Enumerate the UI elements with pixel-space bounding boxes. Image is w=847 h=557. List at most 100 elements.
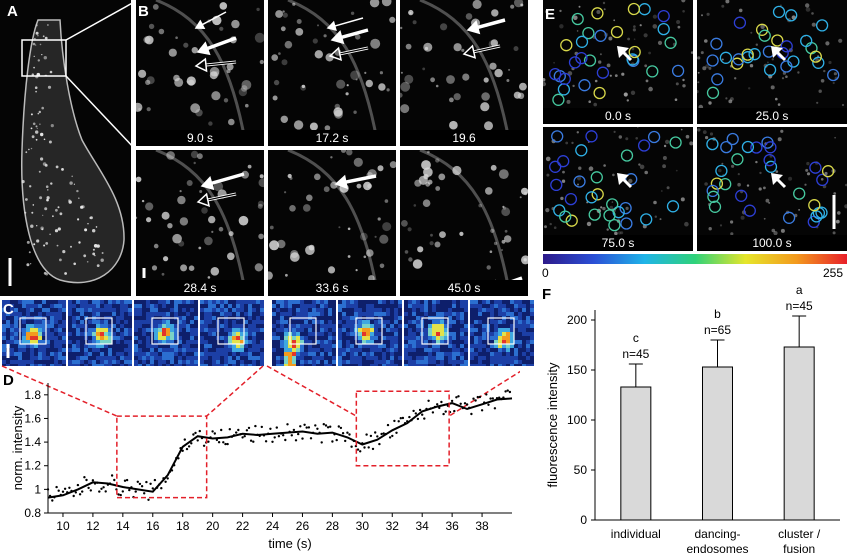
bar xyxy=(783,346,815,521)
heatmap-image xyxy=(2,300,66,366)
data-point xyxy=(374,431,377,434)
panel-b-frame: 9.0 s xyxy=(136,0,264,146)
x-tick-label: 34 xyxy=(416,519,430,533)
data-point xyxy=(331,440,334,443)
data-point xyxy=(194,431,197,435)
arrow-icon xyxy=(466,20,481,35)
chart-f: 0 50 100 150 200 fluorescence intensity n=45 c i… xyxy=(545,283,840,556)
panel-c-tile xyxy=(404,300,468,366)
data-point xyxy=(450,399,454,403)
frame-image xyxy=(544,127,693,236)
data-point xyxy=(74,491,78,494)
data-point xyxy=(294,439,298,442)
data-point xyxy=(453,409,456,413)
data-point xyxy=(395,431,398,434)
data-point xyxy=(489,397,492,400)
data-point xyxy=(134,490,137,493)
data-point xyxy=(220,428,223,432)
data-point xyxy=(504,390,507,393)
frame-timestamp: 17.2 s xyxy=(268,130,396,146)
x-axis-label: time (s) xyxy=(268,536,311,551)
data-point xyxy=(337,425,340,428)
category-label: cluster / xyxy=(778,527,821,541)
data-point xyxy=(455,396,458,399)
y-tick-label: 1 xyxy=(34,482,41,496)
data-point xyxy=(440,400,443,404)
frame-image xyxy=(136,0,264,146)
label-e: E xyxy=(545,6,556,23)
data-point xyxy=(222,441,225,444)
data-point xyxy=(369,434,373,438)
data-point xyxy=(326,426,330,429)
x-tick-label: 24 xyxy=(266,519,280,533)
data-point xyxy=(329,425,332,428)
data-point xyxy=(237,428,240,432)
arrow-icon xyxy=(200,176,215,191)
y-tick-label: 0.8 xyxy=(24,506,41,520)
data-point xyxy=(391,434,394,438)
data-point xyxy=(117,493,120,496)
arrow-icon xyxy=(194,19,206,30)
panel-b-frame: 33.6 s xyxy=(268,150,396,296)
data-point xyxy=(491,397,494,400)
arrow-icon xyxy=(194,57,208,73)
panel-b-frame: 45.0 s xyxy=(400,150,528,296)
connector-line xyxy=(266,365,357,417)
bar xyxy=(702,366,733,521)
highlight-box xyxy=(116,415,208,499)
data-point xyxy=(185,447,189,451)
frame-timestamp: 100.0 s xyxy=(697,235,847,251)
y-tick-label: 1.6 xyxy=(24,411,41,425)
y-tick-label: 1.2 xyxy=(24,459,41,473)
panel-c-tile xyxy=(68,300,132,366)
chart-d: 10 12 14 16 18 20 22 24 26 28 30 32 34 36 38 0.8 1 1.2 1.4… xyxy=(1,365,520,551)
category-label: fusion xyxy=(783,542,815,556)
significance-letter: c xyxy=(633,331,639,345)
data-point xyxy=(444,410,447,413)
label-b: B xyxy=(138,3,149,20)
data-point xyxy=(104,490,107,493)
data-point xyxy=(363,446,366,449)
x-tick-label: 32 xyxy=(386,519,400,533)
zoom-box xyxy=(21,39,67,77)
data-point xyxy=(376,435,379,438)
data-point xyxy=(183,438,186,441)
data-point xyxy=(264,440,268,443)
data-point xyxy=(324,424,328,427)
x-tick-label: 22 xyxy=(236,519,250,533)
data-point xyxy=(356,448,360,451)
data-point xyxy=(290,434,293,437)
x-tick-label: 38 xyxy=(475,519,489,533)
data-point xyxy=(346,431,349,434)
data-point xyxy=(98,490,101,493)
data-point xyxy=(181,449,184,452)
data-point xyxy=(286,423,289,426)
frame-timestamp: 33.6 s xyxy=(268,280,396,296)
data-point xyxy=(487,403,490,406)
label-c: C xyxy=(3,301,14,318)
data-point xyxy=(359,450,362,453)
colorbar-min: 0 xyxy=(542,266,549,280)
frame-image xyxy=(268,150,396,296)
data-point xyxy=(309,437,313,440)
data-point xyxy=(397,420,400,423)
data-point xyxy=(380,432,383,436)
data-point xyxy=(339,426,343,430)
data-point xyxy=(76,483,80,487)
panel-b-frame: 28.4 s xyxy=(136,150,264,296)
x-tick-label: 36 xyxy=(445,519,459,533)
data-point xyxy=(72,494,75,498)
data-point xyxy=(427,399,430,402)
x-tick-label: 18 xyxy=(176,519,190,533)
data-point xyxy=(401,416,405,420)
connector-line xyxy=(1,365,118,417)
data-point xyxy=(83,476,86,479)
arrow-icon xyxy=(462,44,477,59)
x-tick-label: 14 xyxy=(116,519,130,533)
frame-timestamp: 28.4 s xyxy=(136,280,264,296)
data-point xyxy=(282,434,285,437)
data-point xyxy=(412,409,415,413)
significance-letter: b xyxy=(714,307,721,321)
data-point xyxy=(57,489,60,492)
panel-c-tile xyxy=(2,300,66,366)
